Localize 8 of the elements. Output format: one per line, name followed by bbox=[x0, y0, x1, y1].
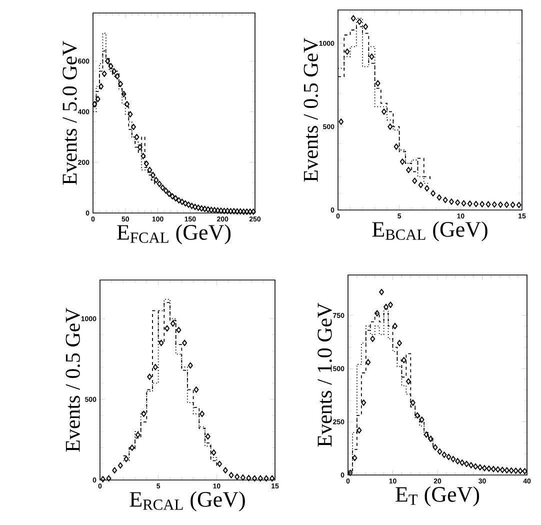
x-axis-title: E$_{RCAL}$ (GeV) bbox=[130, 491, 245, 512]
y-axis-title: Events / 0.5 GeV bbox=[304, 38, 318, 182]
y-axis-title: Events / 5.0 GeV bbox=[62, 40, 77, 185]
x-axis-title: E$_{FCAL}$ (GeV) bbox=[117, 224, 231, 244]
y-axis-title: Events / 1.0 GeV bbox=[318, 302, 332, 447]
x-axis-title: E$_{BCAL}$ (GeV) bbox=[372, 221, 488, 242]
y-axis-title: Events / 0.5 GeV bbox=[66, 308, 80, 452]
x-axis-title: E$_{T}$ (GeV) bbox=[396, 486, 480, 506]
